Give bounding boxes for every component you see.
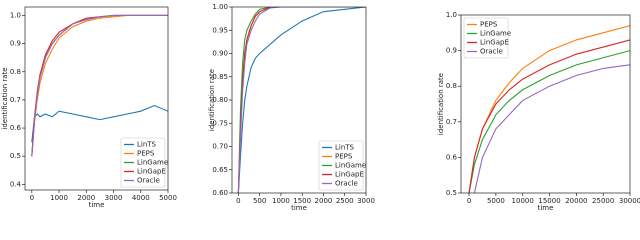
y-tick-label: 0.7 bbox=[446, 118, 457, 126]
x-tick-label: 5000 bbox=[487, 197, 505, 205]
x-tick-label: 30000 bbox=[619, 197, 640, 205]
y-tick-label: 0.6 bbox=[446, 153, 458, 161]
x-tick-label: 3000 bbox=[357, 197, 375, 205]
x-tick-label: 1500 bbox=[293, 197, 311, 205]
series-line bbox=[237, 7, 366, 193]
series-line bbox=[237, 7, 366, 193]
legend-label: Oracle bbox=[335, 180, 358, 188]
y-tick-label: 0.90 bbox=[212, 50, 228, 58]
x-tick-label: 0 bbox=[236, 197, 240, 205]
series-line bbox=[31, 14, 168, 157]
legend-label: LinTS bbox=[335, 144, 355, 152]
x-tick-label: 25000 bbox=[592, 197, 614, 205]
plot-frame bbox=[460, 14, 631, 194]
y-tick-label: 1.0 bbox=[446, 11, 457, 19]
series-line bbox=[468, 39, 630, 193]
x-tick-label: 1000 bbox=[50, 194, 68, 202]
y-tick-label: 0.65 bbox=[212, 166, 228, 174]
y-tick-label: 0.95 bbox=[212, 26, 228, 34]
legend-label: LinGapE bbox=[137, 168, 166, 176]
series-line bbox=[31, 14, 168, 157]
legend-label: LinGapE bbox=[335, 171, 364, 179]
x-tick-label: 2000 bbox=[315, 197, 333, 205]
x-tick-label: 1000 bbox=[272, 197, 290, 205]
plot-lines bbox=[31, 14, 168, 157]
x-axis-label: time bbox=[291, 204, 307, 210]
series-line bbox=[31, 14, 168, 157]
figure: 0.40.50.60.70.80.91.00 1000 2000 3000 4000 50… bbox=[1, 3, 640, 210]
series-line bbox=[468, 50, 630, 193]
y-tick-label: 0.9 bbox=[10, 40, 21, 48]
series-line bbox=[237, 7, 366, 193]
y-tick-label: 0.9 bbox=[446, 47, 457, 55]
y-tick-label: 0.7 bbox=[10, 96, 21, 104]
y-tick-label: 0.8 bbox=[446, 82, 457, 90]
legend-label: LinGapE bbox=[480, 39, 509, 47]
y-axis-label: identification rate bbox=[208, 69, 216, 131]
y-tick-label: 0.8 bbox=[10, 68, 21, 76]
legend-label: PEPS bbox=[137, 150, 155, 158]
plot-lines bbox=[468, 25, 630, 193]
legend-label: Oracle bbox=[480, 48, 503, 56]
x-axis-label: time bbox=[89, 201, 105, 209]
legend-box bbox=[318, 140, 364, 191]
x-tick-label: 2000 bbox=[77, 194, 95, 202]
plot-lines bbox=[237, 7, 366, 193]
legend-label: PEPS bbox=[480, 21, 498, 29]
plot-frame bbox=[231, 6, 367, 194]
plot-frame bbox=[24, 6, 169, 191]
legend-box bbox=[463, 17, 509, 59]
y-tick-label: 0.75 bbox=[212, 119, 228, 127]
x-tick-label: 4000 bbox=[132, 194, 150, 202]
y-tick-label: 0.70 bbox=[212, 143, 228, 151]
x-tick-label: 0 bbox=[467, 197, 471, 205]
series-line bbox=[237, 7, 366, 193]
legend-label: PEPS bbox=[335, 153, 353, 161]
y-tick-label: 0.5 bbox=[10, 152, 21, 160]
x-tick-label: 2500 bbox=[336, 197, 354, 205]
series-line bbox=[31, 104, 168, 143]
legend-label: LinGame bbox=[480, 30, 511, 38]
legend-label: LinTS bbox=[137, 141, 157, 149]
series-line bbox=[473, 64, 630, 193]
x-tick-label: 20000 bbox=[565, 197, 587, 205]
x-tick-label: 10000 bbox=[512, 197, 534, 205]
y-axis-label: identification rate bbox=[437, 73, 445, 135]
legend-box bbox=[120, 137, 166, 188]
x-tick-label: 3000 bbox=[105, 194, 123, 202]
series-line bbox=[31, 14, 168, 157]
y-axis-label: identification rate bbox=[1, 67, 9, 129]
legend-label: LinGame bbox=[335, 162, 366, 170]
y-tick-label: 1.0 bbox=[10, 11, 21, 19]
y-tick-label: 0.80 bbox=[212, 96, 228, 104]
x-tick-label: 0 bbox=[30, 194, 34, 202]
x-axis-label: time bbox=[538, 204, 554, 210]
x-tick-label: 5000 bbox=[159, 194, 177, 202]
y-tick-label: 1.00 bbox=[212, 3, 228, 11]
x-tick-label: 500 bbox=[253, 197, 266, 205]
y-tick-label: 0.4 bbox=[10, 180, 22, 188]
legend-label: Oracle bbox=[137, 177, 160, 185]
y-tick-label: 0.60 bbox=[212, 189, 228, 197]
x-tick-label: 15000 bbox=[538, 197, 560, 205]
y-tick-label: 0.6 bbox=[10, 124, 22, 132]
y-tick-label: 0.5 bbox=[446, 189, 457, 197]
y-tick-label: 0.85 bbox=[212, 73, 228, 81]
legend-label: LinGame bbox=[137, 159, 168, 167]
